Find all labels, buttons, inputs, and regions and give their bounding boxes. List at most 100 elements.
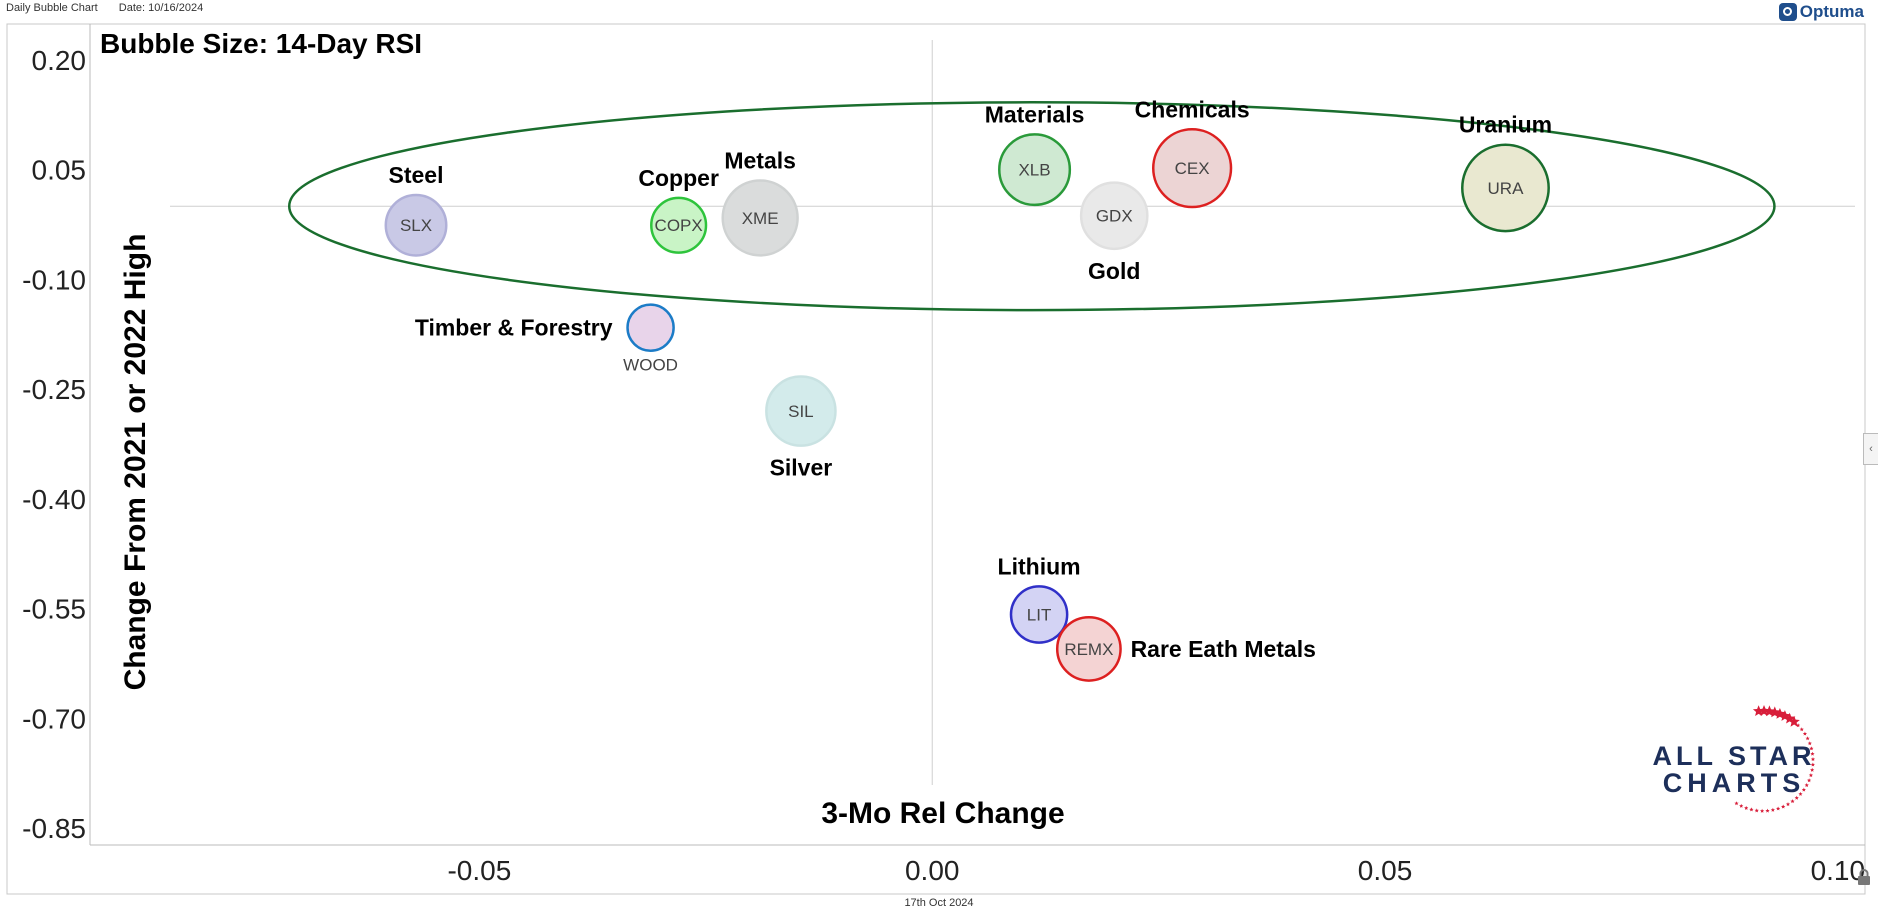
- bubble-ticker-label: GDX: [1096, 207, 1133, 226]
- collapse-panel-tab[interactable]: ‹: [1863, 433, 1878, 465]
- lock-icon[interactable]: [1856, 868, 1872, 886]
- bubble-name-label: Copper: [638, 165, 719, 191]
- y-tick-label: -0.70: [22, 703, 86, 734]
- bubble-circle: [765, 375, 837, 447]
- y-tick-label: -0.40: [22, 484, 86, 515]
- bubble-ticker-label: SLX: [400, 216, 432, 235]
- optuma-logo-icon: [1778, 3, 1797, 21]
- star-mark: [1765, 808, 1770, 813]
- bubble-name-label: Lithium: [998, 553, 1081, 579]
- bubble-ticker-label: XME: [742, 209, 779, 228]
- highlight-ellipse-layer: [287, 101, 1776, 312]
- chart-title: Bubble Size: 14-Day RSI: [100, 28, 422, 59]
- bubble-xlb[interactable]: XLB Materials: [985, 101, 1085, 207]
- bubble-ticker-label: REMX: [1064, 640, 1113, 659]
- star-mark: [1808, 773, 1813, 778]
- x-tick-labels: -0.05 0.00 0.05 0.10: [447, 855, 1865, 886]
- bubble-remx[interactable]: REMX Rare Eath Metals: [1055, 615, 1316, 682]
- y-tick-labels: 0.20 0.05 -0.10 -0.25 -0.40 -0.55 -0.70 -0.85: [22, 45, 86, 844]
- star-mark: [1802, 731, 1807, 736]
- bubble-name-label: Silver: [770, 455, 833, 481]
- y-tick-label: -0.55: [22, 594, 86, 625]
- bubble-ticker-label: CEX: [1175, 159, 1210, 178]
- star-mark: [1794, 795, 1799, 800]
- bubble-circle: [626, 303, 675, 352]
- star-mark: [1807, 778, 1812, 783]
- bubble-name-label: Uranium: [1459, 112, 1552, 138]
- optuma-brand: Optuma: [1778, 2, 1864, 22]
- bubble-layer: SLX Steel COPX Copper XME Metals XLB Materials G…: [384, 96, 1552, 682]
- bubble-name-label: Materials: [985, 101, 1085, 127]
- chart-name: Daily Bubble Chart: [6, 2, 98, 14]
- star-mark: [1810, 751, 1815, 756]
- star-mark: [1744, 805, 1749, 810]
- bubble-ura[interactable]: URA Uranium: [1459, 112, 1552, 233]
- bubble-sil[interactable]: SIL Silver: [765, 375, 837, 481]
- bubble-name-label: Chemicals: [1135, 96, 1250, 122]
- star-mark: [1739, 803, 1744, 808]
- footer-date: 17th Oct 2024: [904, 897, 974, 909]
- watermark-line1: ALL STAR: [1653, 741, 1816, 771]
- x-axis-label: 3-Mo Rel Change: [821, 797, 1064, 830]
- star-mark: [1804, 783, 1809, 787]
- bubble-name-label: Metals: [724, 147, 796, 173]
- all-star-charts-watermark: ALL STAR CHARTS: [1653, 705, 1816, 813]
- bubble-ticker-label: WOOD: [623, 356, 678, 375]
- y-tick-label: -0.85: [22, 813, 86, 844]
- star-mark: [1810, 767, 1815, 772]
- bubble-circle: [1079, 181, 1149, 251]
- x-tick-label: 0.10: [1811, 855, 1866, 886]
- star-mark: [1749, 807, 1754, 812]
- x-tick-label: 0.05: [1358, 855, 1413, 886]
- bubble-circle: [1152, 128, 1233, 209]
- star-mark: [1769, 706, 1781, 718]
- chart-date: Date: 10/16/2024: [118, 2, 204, 14]
- bubble-circle: [998, 133, 1072, 207]
- chevron-left-icon: ‹: [1869, 443, 1873, 455]
- star-mark: [1770, 807, 1775, 812]
- star-mark: [1788, 715, 1800, 727]
- x-tick-label: 0.00: [905, 855, 960, 886]
- bubble-name-label: Timber & Forestry: [415, 315, 613, 341]
- crosshair-lines: [170, 40, 1855, 785]
- bubble-copx[interactable]: COPX Copper: [638, 165, 719, 254]
- bubble-name-label: Rare Eath Metals: [1131, 636, 1316, 662]
- bubble-slx[interactable]: SLX Steel: [384, 162, 448, 257]
- star-mark: [1798, 791, 1803, 796]
- star-mark: [1809, 746, 1814, 751]
- bubble-xme[interactable]: XME Metals: [721, 147, 799, 257]
- bubble-circle: [1009, 585, 1069, 644]
- bubble-circle: [384, 193, 448, 257]
- star-ring-icon: [1734, 705, 1816, 813]
- star-mark: [1781, 804, 1786, 809]
- star-mark: [1801, 787, 1806, 792]
- y-tick-label: 0.20: [32, 45, 87, 76]
- star-mark: [1754, 808, 1759, 813]
- bubble-ticker-label: XLB: [1018, 161, 1050, 180]
- star-mark: [1810, 757, 1816, 761]
- star-mark: [1783, 712, 1796, 724]
- bubble-circle: [1461, 143, 1550, 233]
- watermark-line2: CHARTS: [1663, 768, 1806, 798]
- bubble-name-label: Gold: [1088, 258, 1140, 284]
- y-tick-label: -0.10: [22, 264, 86, 295]
- star-mark: [1734, 801, 1739, 806]
- bubble-ticker-label: LIT: [1027, 606, 1052, 625]
- star-mark: [1760, 808, 1765, 813]
- brand-name: Optuma: [1799, 2, 1864, 21]
- star-mark: [1790, 799, 1795, 804]
- bubble-gdx[interactable]: GDX Gold: [1079, 181, 1149, 284]
- star-mark: [1796, 723, 1801, 728]
- bubble-ticker-label: COPX: [655, 216, 703, 235]
- plot-frame: [6, 23, 1866, 895]
- bubble-ticker-label: URA: [1488, 179, 1525, 198]
- bubble-circle: [650, 196, 708, 254]
- bubble-lit[interactable]: LIT Lithium: [998, 553, 1081, 644]
- bubble-ticker-label: SIL: [788, 402, 814, 421]
- star-mark: [1807, 741, 1812, 746]
- star-mark: [1799, 727, 1804, 732]
- bubble-cex[interactable]: CEX Chemicals: [1135, 96, 1250, 209]
- bubble-wood[interactable]: WOOD Timber & Forestry: [415, 303, 678, 375]
- y-tick-label: -0.25: [22, 374, 86, 405]
